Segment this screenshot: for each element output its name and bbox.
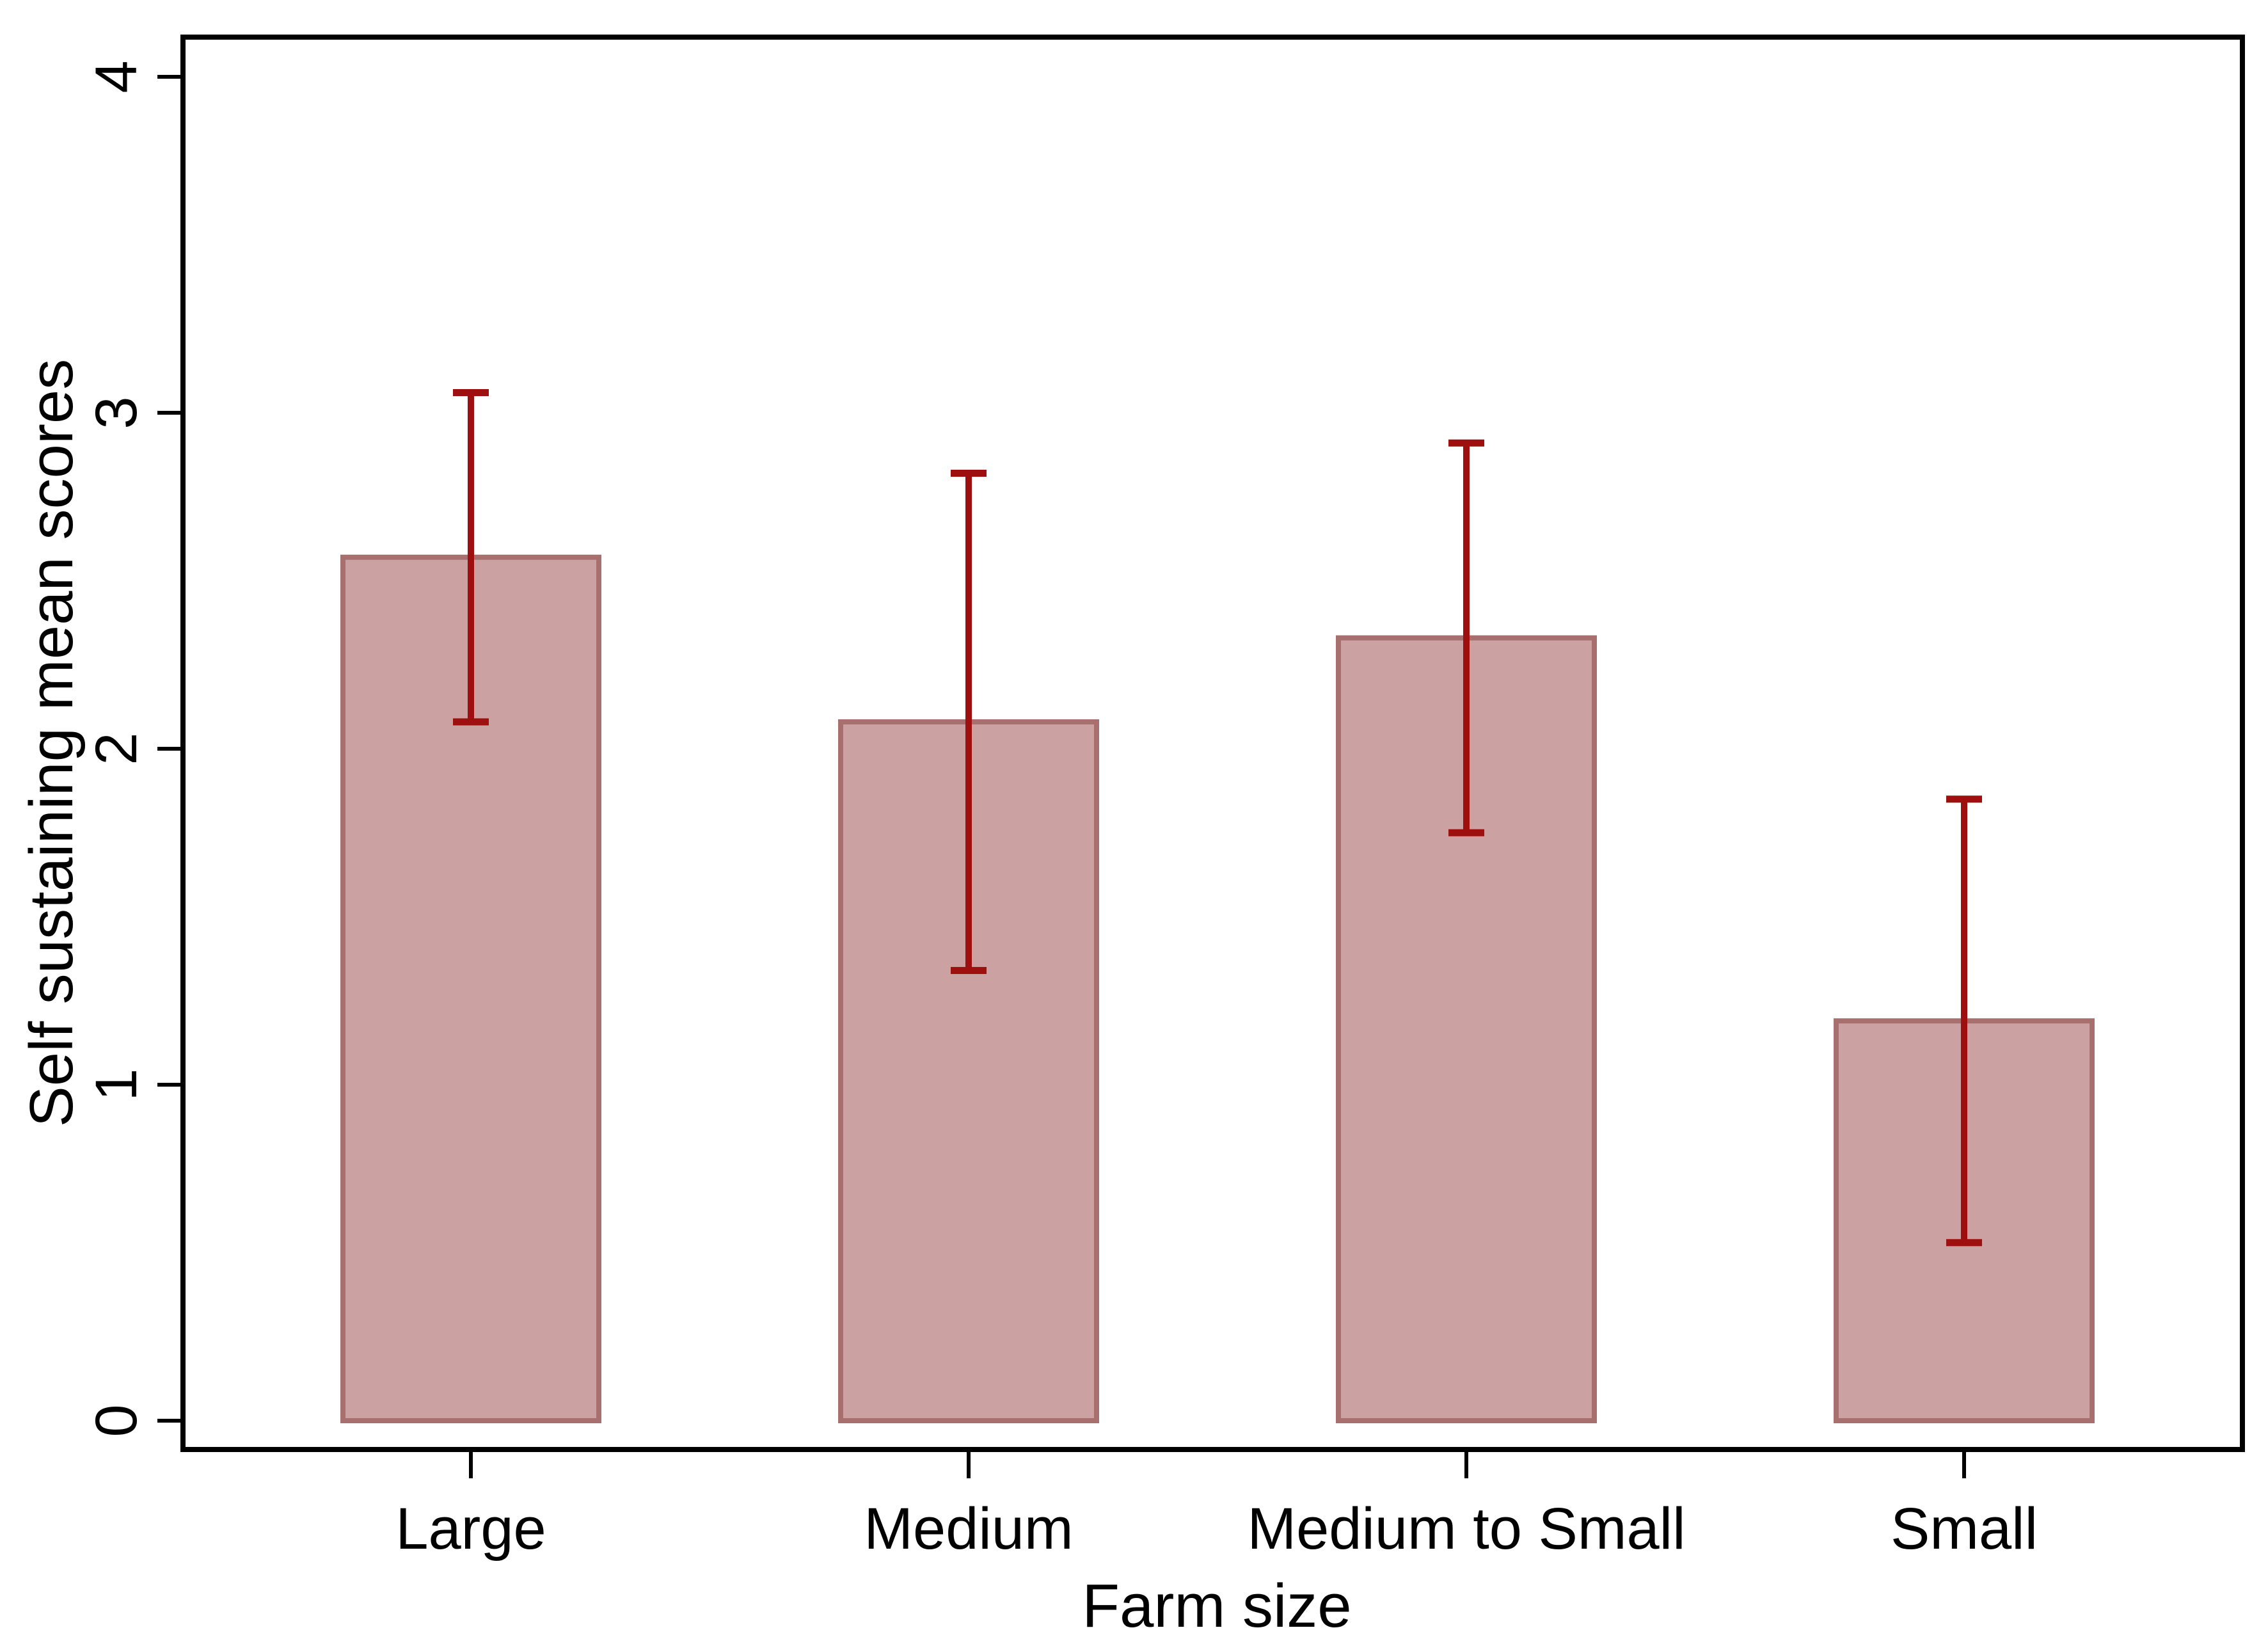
plot-border (180, 35, 2245, 1452)
x-axis-title: Farm size (1082, 1572, 1351, 1637)
y-tick-label: 4 (84, 60, 149, 93)
x-tick-label: Small (1891, 1496, 2038, 1561)
y-tick-label: 2 (84, 732, 149, 765)
x-tick-label: Medium to Small (1247, 1496, 1685, 1561)
y-tick-label: 3 (84, 396, 149, 429)
plot-layer: 0 1 2 3 4 Large Medium Medium to Small Small (84, 60, 2095, 1561)
y-tick-label: 0 (84, 1404, 149, 1437)
y-axis-title: Self sustaining mean scores (17, 359, 86, 1128)
y-tick-label: 1 (84, 1068, 149, 1101)
x-tick-label: Large (395, 1496, 546, 1561)
x-tick-label: Medium (864, 1496, 1073, 1561)
